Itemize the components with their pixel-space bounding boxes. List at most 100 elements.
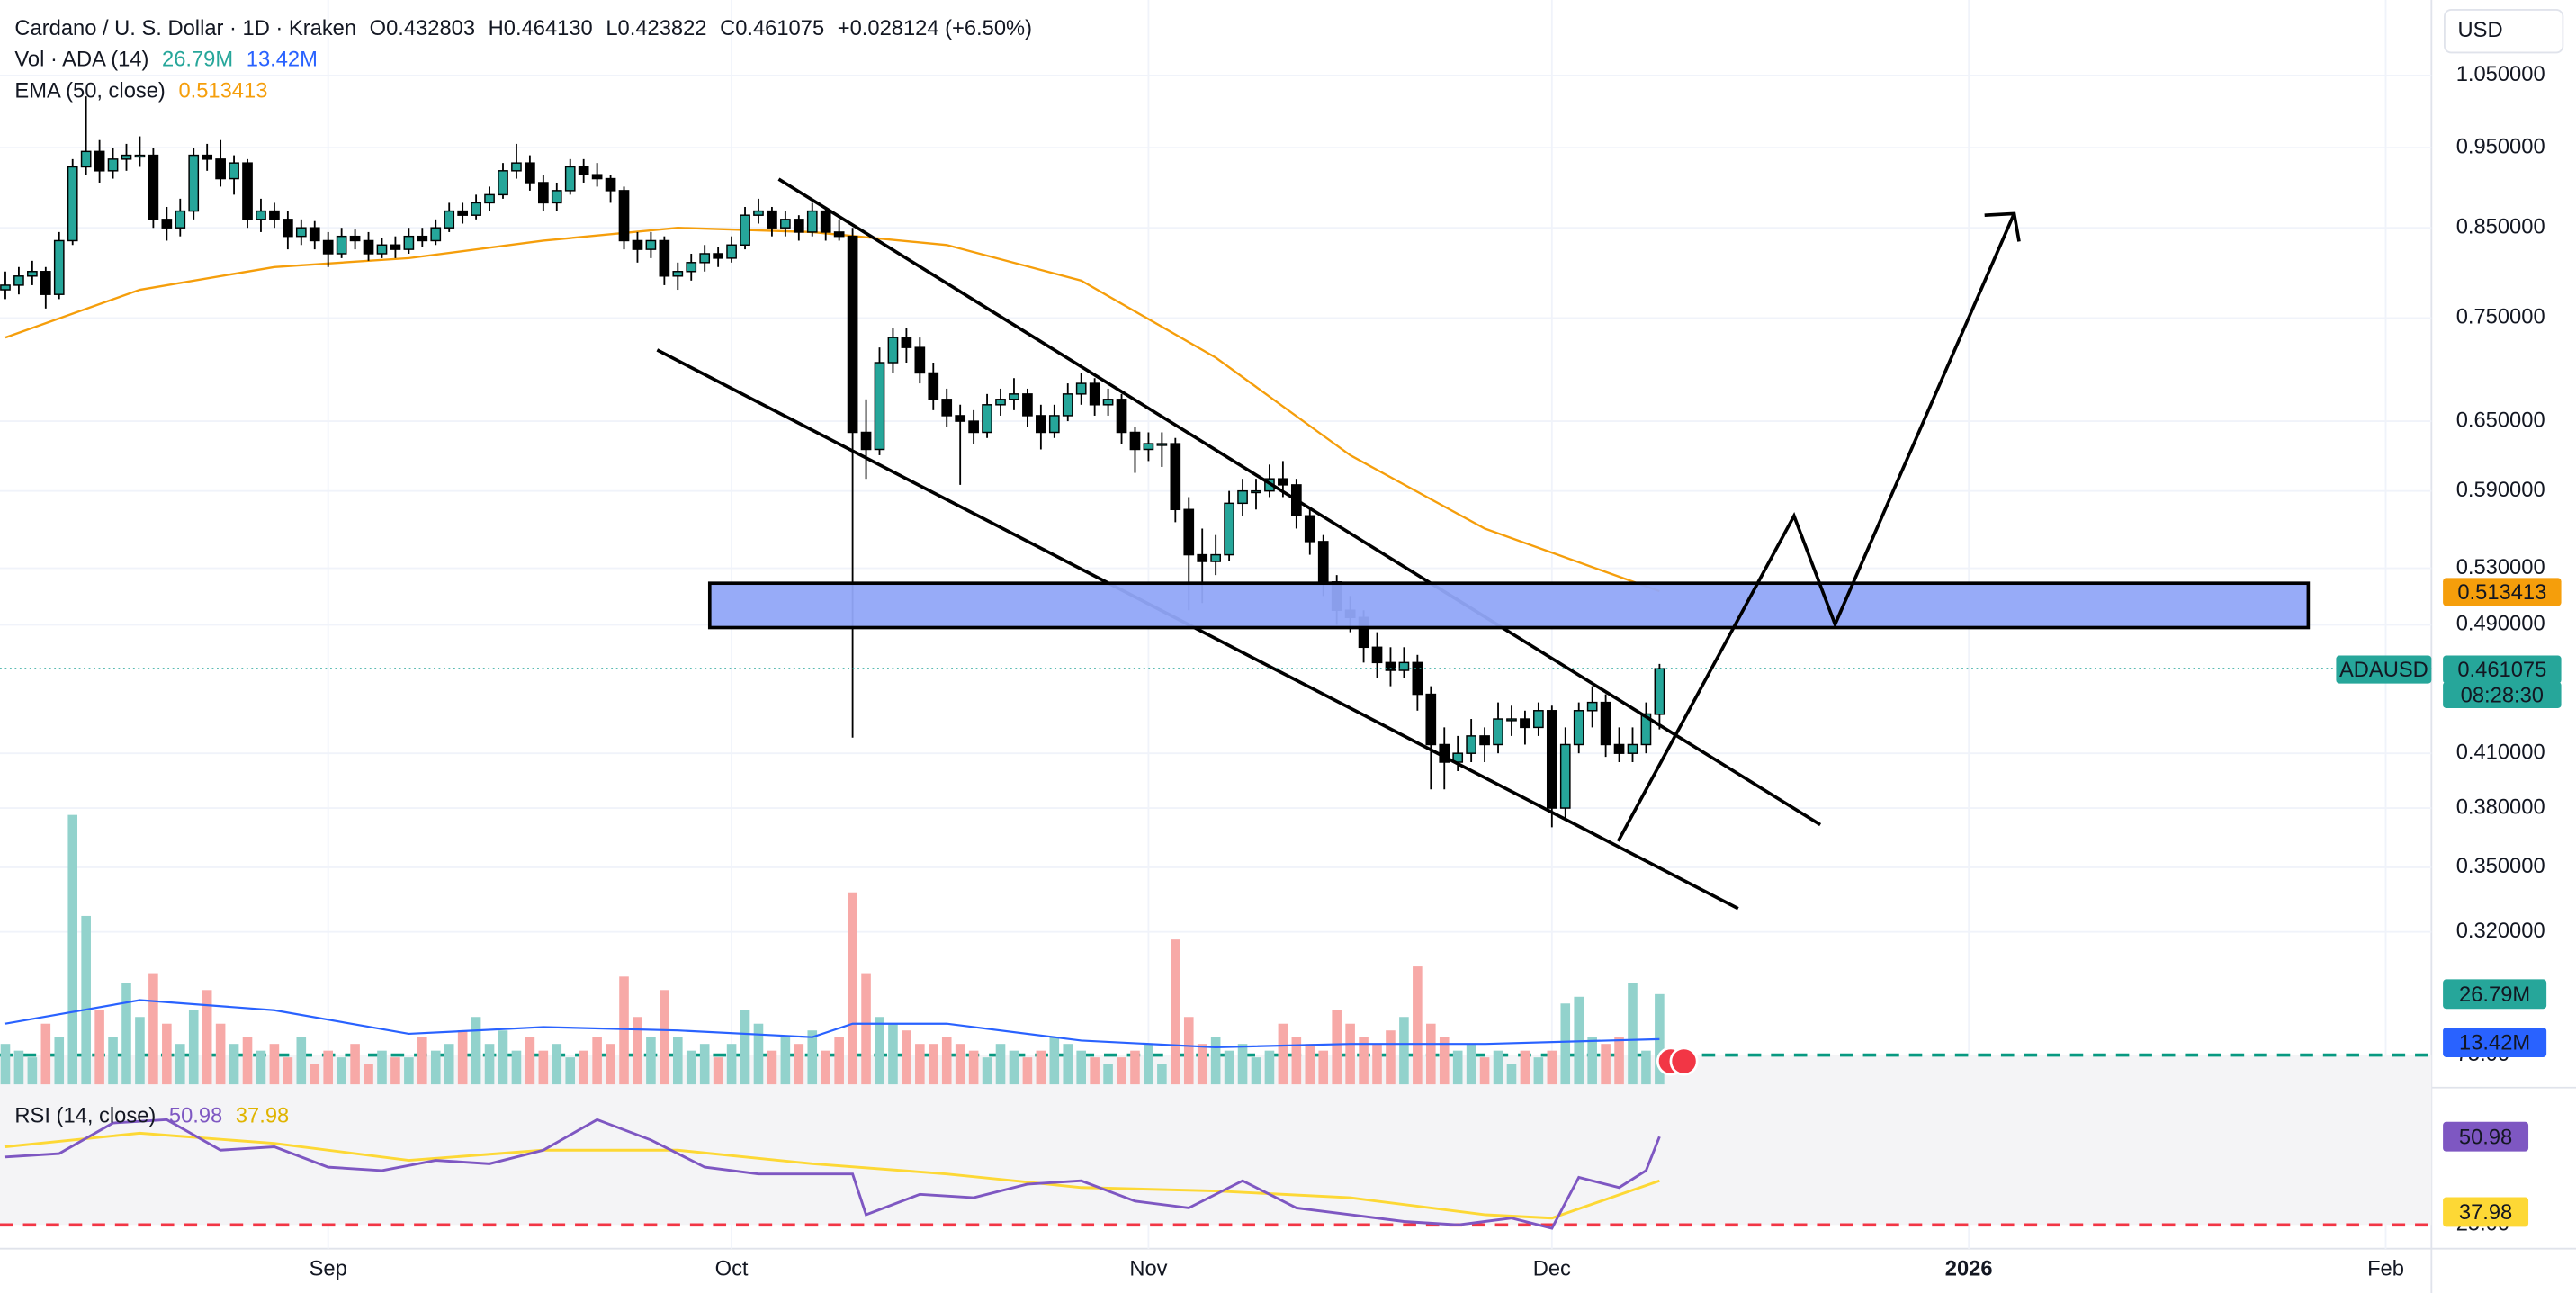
candle-body — [40, 271, 51, 295]
volume-bar — [1022, 1057, 1033, 1085]
projection-arrow — [1616, 212, 2016, 842]
volume-bar — [1426, 1023, 1436, 1085]
candle-body — [295, 227, 307, 238]
candle-body — [672, 271, 684, 277]
candle-body — [67, 166, 78, 242]
labels: 1.050000 0.950000 0.850000 0.750000 0.650000… — [14, 9, 2564, 1281]
volume-bar — [1171, 939, 1180, 1085]
volume-bar — [525, 1037, 535, 1085]
candle-body — [537, 182, 549, 204]
currency[interactable]: USD — [2458, 19, 2503, 42]
candle-body — [833, 231, 845, 238]
candle-body — [1412, 661, 1423, 696]
volume-bar — [834, 1037, 844, 1085]
volume-bar — [673, 1037, 683, 1085]
volume-bar — [121, 983, 131, 1085]
candle-body — [1613, 743, 1625, 754]
volume-bar — [1237, 1044, 1248, 1085]
ema-badge: 0.513413 — [2457, 581, 2546, 605]
volume-bar — [1547, 1050, 1557, 1085]
volume-bar — [888, 1023, 898, 1085]
candle-body — [1022, 393, 1033, 417]
volume-bar — [1345, 1023, 1355, 1085]
legend-text: Cardano / U. S. Dollar · 1D · Kraken — [14, 17, 356, 40]
rsi-badge: 50.98 — [2459, 1126, 2512, 1149]
y-tick-label: 0.410000 — [2456, 741, 2545, 764]
candle-body — [847, 235, 858, 434]
volume-bar — [94, 1010, 104, 1085]
volume-ma-badge: 13.42M — [2459, 1032, 2530, 1055]
volume-bar — [108, 1037, 118, 1085]
volume-bar — [1587, 1037, 1597, 1085]
volume-bar — [1493, 1050, 1503, 1085]
volume-bar — [1251, 1057, 1261, 1085]
currency-box[interactable] — [2444, 9, 2564, 54]
legend-text: 50.98 — [169, 1105, 222, 1128]
volume-bar — [968, 1050, 979, 1085]
candle-body — [941, 399, 953, 417]
candle-body — [188, 154, 200, 212]
volume-bar — [565, 1057, 576, 1085]
volume-bar — [81, 915, 91, 1085]
volume-bar — [726, 1044, 737, 1085]
volume-bar — [430, 1050, 441, 1085]
candle-body — [430, 227, 442, 242]
volume-bar — [955, 1044, 965, 1085]
volume-bar — [1386, 1030, 1396, 1085]
candle-body — [27, 271, 38, 277]
candle-body — [618, 190, 630, 242]
candle-body — [417, 235, 428, 242]
candle-body — [1183, 508, 1195, 556]
candle-body — [740, 214, 750, 247]
candle-body — [726, 244, 737, 259]
candle-body — [699, 253, 711, 264]
volume-bar — [780, 1037, 791, 1085]
candle-body — [269, 210, 280, 220]
event-flag[interactable] — [1669, 1046, 1699, 1076]
candle-body — [1102, 399, 1114, 406]
candle-body — [968, 420, 979, 434]
candle-body — [659, 239, 670, 277]
candle-body — [444, 210, 455, 229]
candle-body — [1425, 693, 1437, 746]
candle-body — [887, 337, 899, 364]
volume-bar — [740, 1010, 750, 1085]
candle-body — [376, 244, 388, 255]
volume-bar — [1399, 1017, 1409, 1085]
candle-body — [874, 362, 885, 451]
y-tick-label: 0.590000 — [2456, 479, 2545, 502]
symbol-badge-bg — [2336, 655, 2432, 684]
candle-body — [1506, 718, 1517, 722]
volume-bar — [269, 1044, 280, 1085]
volume-bar — [215, 1023, 226, 1085]
candle-body — [457, 210, 469, 216]
volume-bar — [40, 1023, 51, 1085]
volume-bar — [794, 1044, 804, 1085]
volume-bar — [27, 1057, 38, 1085]
volume-bar — [875, 1017, 884, 1085]
line — [4, 1118, 1661, 1230]
volume-bar — [1036, 1050, 1046, 1085]
candle-body — [1493, 718, 1503, 746]
candle-body — [215, 158, 226, 180]
candle-body — [1143, 443, 1154, 451]
legend-text: Vol · ADA (14) — [14, 49, 148, 72]
volume-bar — [1130, 1050, 1140, 1085]
legend-text: C0.461075 — [720, 17, 824, 40]
volume-bar — [807, 1030, 818, 1085]
x-tick-label: Oct — [715, 1258, 749, 1281]
volume-bar — [175, 1044, 185, 1085]
volume-bar — [753, 1023, 764, 1085]
volume-bar — [229, 1044, 239, 1085]
volume-bar — [861, 973, 871, 1085]
volume-bar — [484, 1044, 495, 1085]
y-tick-label: 0.350000 — [2456, 855, 2545, 878]
candle-body — [1371, 646, 1383, 664]
candle-body — [1466, 735, 1476, 754]
volume-bar — [1278, 1023, 1288, 1085]
x-tick-label: Sep — [310, 1258, 347, 1281]
volume-bar — [660, 990, 669, 1085]
volume-bar — [1479, 1057, 1490, 1085]
